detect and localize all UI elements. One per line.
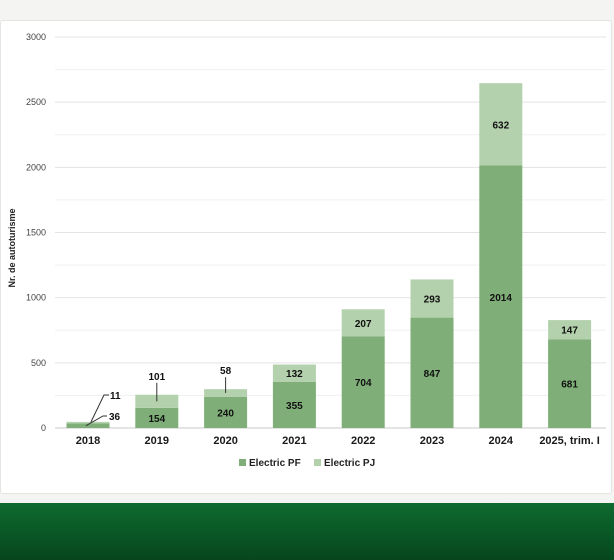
bar-segment-electric-pf — [204, 396, 248, 428]
data-label-electric-pf: 847 — [424, 369, 441, 380]
bar-segment-electric-pf — [341, 336, 385, 428]
x-tick-label: 2022 — [351, 435, 375, 447]
footer-band — [0, 503, 614, 560]
data-label-electric-pf: 240 — [217, 408, 234, 419]
leader-line — [90, 394, 109, 423]
data-label-electric-pf: 704 — [355, 378, 372, 389]
y-tick-label: 2000 — [26, 162, 46, 172]
x-tick-label: 2018 — [76, 435, 100, 447]
legend-swatch-electric-pf — [239, 459, 246, 466]
data-label-electric-pj: 207 — [355, 319, 372, 330]
y-tick-label: 2500 — [26, 97, 46, 107]
y-tick-label: 1000 — [26, 293, 46, 303]
bar-segment-electric-pf — [66, 423, 110, 428]
y-tick-label: 500 — [31, 358, 46, 368]
data-label-electric-pj: 147 — [561, 326, 578, 337]
x-tick-label: 2021 — [282, 435, 306, 447]
bar-segment-electric-pj — [548, 320, 592, 340]
data-labels: 36 11 154 101 240 58 355 132 704 207 847 293 2014 632… — [85, 120, 578, 427]
legend-swatch-electric-pj — [314, 459, 321, 466]
bar-segment-electric-pj — [410, 279, 454, 318]
bar-segment-electric-pj — [135, 394, 179, 408]
leader-line — [85, 415, 107, 427]
data-label-electric-pf: 355 — [286, 401, 303, 412]
legend: Electric PF Electric PJ — [239, 458, 375, 469]
x-tick-label: 2019 — [145, 435, 169, 447]
bar-segment-electric-pj — [272, 364, 316, 382]
data-label-electric-pj: 11 — [110, 391, 121, 402]
data-label-electric-pf: 154 — [148, 414, 165, 425]
x-tick-label: 2025, trim. I — [539, 435, 600, 447]
y-tick-label: 0 — [41, 423, 46, 433]
x-tick-label: 2024 — [489, 435, 514, 447]
x-axis-ticks: 2018 2019 2020 2021 2022 2023 2024 2025, trim. … — [76, 435, 600, 447]
stacked-bar-chart: 0 500 1000 1500 2000 2500 3000 Nr. de autoturi… — [7, 32, 606, 469]
bar-segment-electric-pj — [66, 421, 110, 424]
bar-segment-electric-pf — [272, 381, 316, 428]
bar-segment-electric-pj — [341, 309, 385, 337]
bar-segment-electric-pj — [479, 83, 523, 166]
bar-segment-electric-pf — [548, 339, 592, 428]
data-label-electric-pf: 681 — [561, 380, 578, 391]
x-tick-label: 2020 — [213, 435, 237, 447]
x-tick-label: 2023 — [420, 435, 444, 447]
data-label-electric-pf: 2014 — [490, 293, 513, 304]
data-label-electric-pj: 132 — [286, 369, 303, 380]
data-label-electric-pf: 36 — [109, 412, 121, 423]
bar-segment-electric-pf — [479, 165, 523, 428]
legend-label-electric-pj: Electric PJ — [324, 458, 375, 469]
bar-segment-electric-pf — [135, 407, 179, 428]
legend-label-electric-pf: Electric PF — [249, 458, 301, 469]
top-strip — [0, 0, 614, 20]
data-label-electric-pj: 632 — [492, 120, 509, 131]
bar-segment-electric-pf — [410, 317, 454, 428]
y-axis-ticks: 0 500 1000 1500 2000 2500 3000 — [26, 32, 46, 433]
y-tick-label: 1500 — [26, 228, 46, 238]
gridlines — [55, 36, 606, 429]
data-label-electric-pj: 58 — [220, 366, 232, 377]
data-label-electric-pj: 101 — [148, 372, 165, 383]
y-axis-label: Nr. de autoturisme — [7, 208, 17, 287]
y-tick-label: 3000 — [26, 32, 46, 42]
data-label-electric-pj: 293 — [424, 295, 441, 306]
